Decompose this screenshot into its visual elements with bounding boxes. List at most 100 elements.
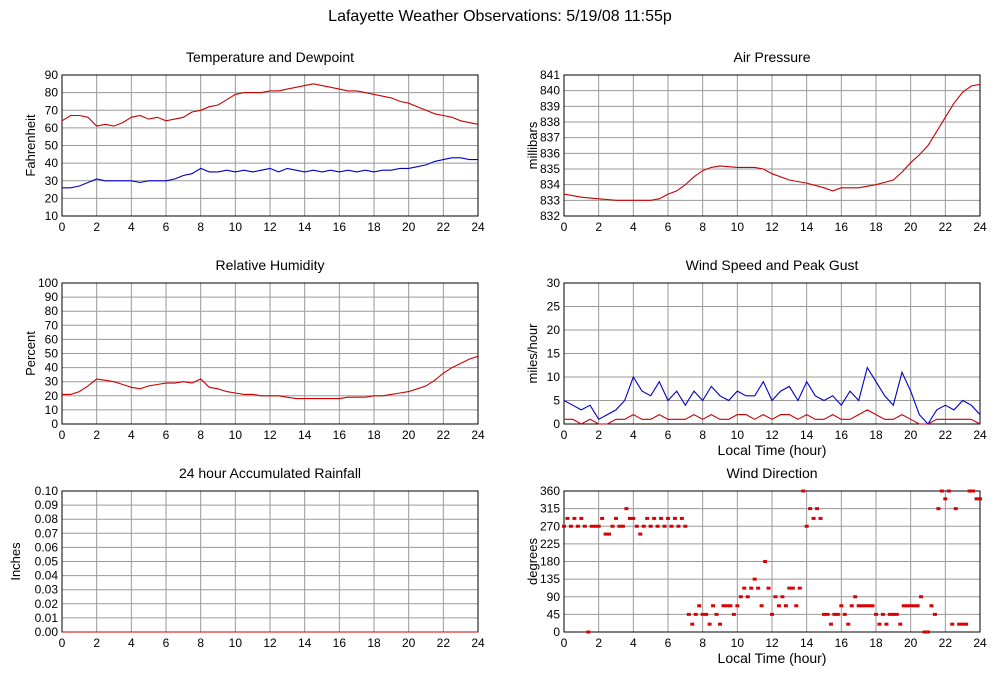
data-point <box>582 524 587 528</box>
data-point <box>686 612 691 616</box>
data-point <box>627 516 632 520</box>
x-tick-label: 22 <box>939 636 953 650</box>
data-point <box>905 604 910 608</box>
x-tick-label: 6 <box>665 428 672 442</box>
x-tick-label: 10 <box>731 428 745 442</box>
y-tick-label: 0 <box>553 625 560 639</box>
data-point <box>562 524 566 528</box>
x-tick-label: 2 <box>595 428 602 442</box>
x-tick-label: 8 <box>197 428 204 442</box>
x-tick-label: 6 <box>163 428 170 442</box>
data-point <box>783 604 788 608</box>
data-point <box>704 612 709 616</box>
x-tick-label: 24 <box>973 428 987 442</box>
x-tick-label: 4 <box>630 636 637 650</box>
data-point <box>901 604 906 608</box>
y-tick-label: 0.07 <box>35 526 59 540</box>
data-point <box>572 516 577 520</box>
data-point <box>860 604 865 608</box>
y-tick-label: 360 <box>540 484 560 498</box>
data-point <box>593 524 598 528</box>
data-point <box>849 604 854 608</box>
data-point <box>929 604 934 608</box>
series-line-1 <box>564 409 981 425</box>
data-point <box>853 595 858 599</box>
x-tick-label: 12 <box>263 220 277 234</box>
x-tick-label: 14 <box>298 220 312 234</box>
x-tick-label: 10 <box>731 220 745 234</box>
y-tick-label: 30 <box>547 276 561 290</box>
data-point <box>825 612 830 616</box>
data-point <box>568 524 573 528</box>
data-point <box>575 524 580 528</box>
x-tick-label: 0 <box>561 220 568 234</box>
plot-frame <box>61 74 479 217</box>
data-point <box>641 524 646 528</box>
data-point <box>624 507 629 511</box>
y-tick-label: 100 <box>38 276 58 290</box>
y-tick-label: 832 <box>540 209 560 223</box>
y-tick-label: 180 <box>540 555 560 569</box>
y-axis-label: Inches <box>8 542 23 581</box>
x-tick-label: 8 <box>197 220 204 234</box>
x-tick-label: 22 <box>437 636 451 650</box>
data-point <box>898 622 903 626</box>
x-tick-label: 8 <box>699 220 706 234</box>
data-point <box>915 604 920 608</box>
y-tick-label: 30 <box>45 174 59 188</box>
data-point <box>978 497 982 501</box>
data-point <box>960 622 965 626</box>
data-point <box>666 516 670 520</box>
data-point <box>804 524 809 528</box>
x-axis-label: Local Time (hour) <box>718 650 827 666</box>
data-point <box>957 622 962 626</box>
y-tick-label: 80 <box>45 86 59 100</box>
x-tick-label: 10 <box>229 636 243 650</box>
data-point <box>700 612 705 616</box>
data-point <box>683 524 688 528</box>
y-tick-label: 25 <box>547 300 561 314</box>
y-tick-label: 15 <box>547 347 561 361</box>
x-tick-label: 0 <box>59 220 66 234</box>
y-axis-label: Fahrenheit <box>23 114 38 177</box>
x-tick-label: 0 <box>59 428 66 442</box>
x-tick-label: 16 <box>835 220 849 234</box>
data-point <box>756 586 761 590</box>
data-point <box>669 524 674 528</box>
y-tick-label: 0.10 <box>35 484 59 498</box>
data-point <box>697 604 702 608</box>
y-tick-label: 315 <box>540 502 560 516</box>
x-tick-label: 2 <box>93 636 100 650</box>
y-axis-label: degrees <box>525 538 540 585</box>
y-tick-label: 20 <box>45 389 59 403</box>
data-point <box>894 612 899 616</box>
x-tick-label: 6 <box>163 636 170 650</box>
x-tick-label: 10 <box>229 428 243 442</box>
y-tick-label: 30 <box>45 375 59 389</box>
data-point <box>877 622 882 626</box>
plot-frame <box>563 490 981 633</box>
x-tick-label: 20 <box>904 428 918 442</box>
x-tick-label: 0 <box>59 636 66 650</box>
x-tick-label: 20 <box>904 636 918 650</box>
y-tick-label: 0.05 <box>35 555 59 569</box>
y-tick-label: 838 <box>540 115 560 129</box>
y-tick-label: 10 <box>45 403 59 417</box>
series-line-0 <box>563 83 981 201</box>
x-tick-label: 14 <box>298 428 312 442</box>
x-tick-label: 22 <box>939 220 953 234</box>
plot-frame <box>563 74 981 217</box>
data-point <box>919 595 924 599</box>
x-tick-label: 6 <box>665 636 672 650</box>
y-axis-label: Percent <box>23 331 38 376</box>
y-tick-label: 0.01 <box>35 611 59 625</box>
data-point <box>766 586 771 590</box>
x-tick-label: 24 <box>471 428 485 442</box>
data-point <box>731 612 736 616</box>
x-tick-label: 4 <box>128 636 135 650</box>
y-tick-label: 5 <box>553 394 560 408</box>
y-tick-label: 270 <box>540 519 560 533</box>
y-tick-label: 20 <box>547 323 561 337</box>
data-point <box>891 612 896 616</box>
x-tick-label: 10 <box>731 636 745 650</box>
